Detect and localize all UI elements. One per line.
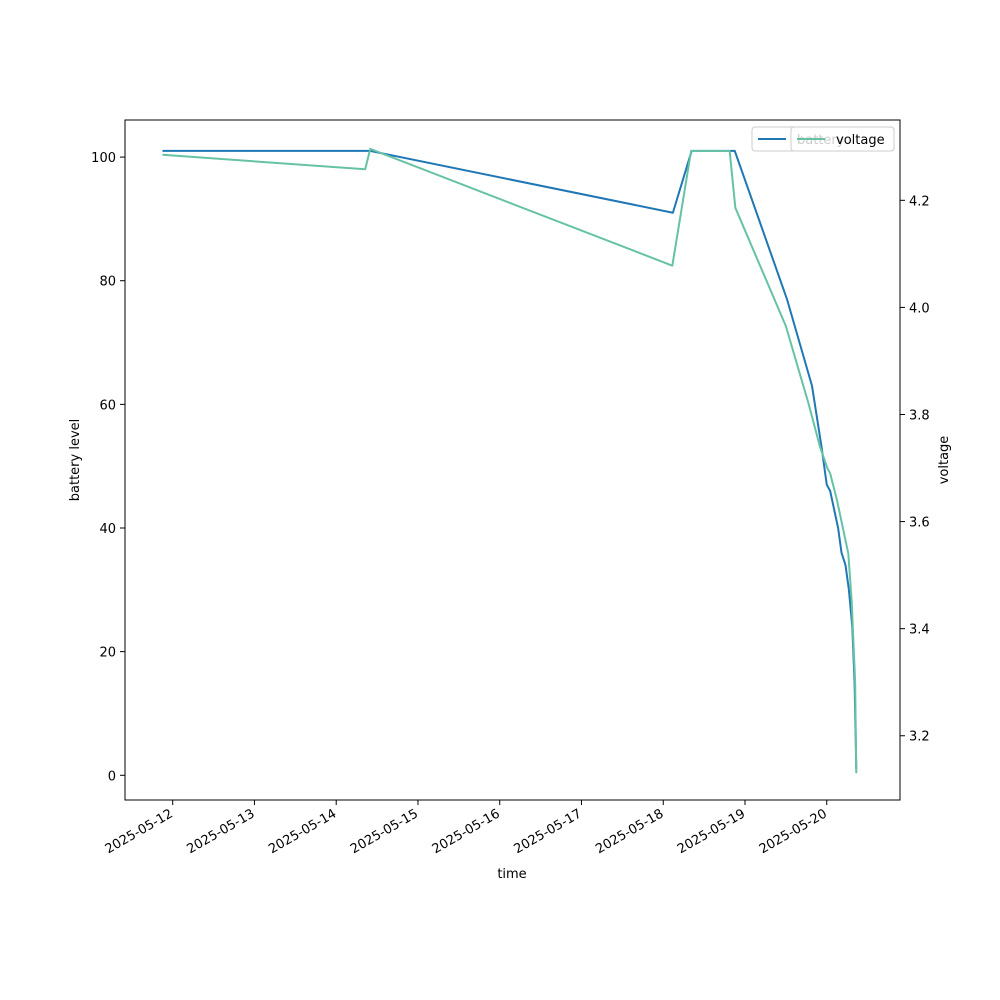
- legend-voltage: voltage: [790, 126, 895, 152]
- y-axis-right: 3.2 3.4 3.6 3.8 4.0 4.2: [900, 194, 930, 745]
- y2-axis-label: voltage: [937, 436, 952, 485]
- y2-tick-label: 3.4: [909, 623, 930, 638]
- x-axis-label: time: [497, 867, 526, 882]
- y-tick-label: 40: [99, 522, 116, 537]
- plot-frame: [124, 119, 901, 801]
- series-line-voltage: [162, 147, 858, 774]
- y-tick-label: 60: [99, 398, 116, 413]
- y2-tick-label: 4.0: [909, 301, 930, 316]
- y-axis-label: battery level: [68, 419, 83, 502]
- y-axis-left: 0 20 40 60 80 100: [91, 151, 125, 784]
- legend-voltage-label: voltage: [836, 133, 885, 148]
- series-line-battery: [162, 149, 858, 770]
- y2-tick-label: 4.2: [909, 194, 930, 209]
- series-layer: [162, 147, 858, 774]
- y-tick-label: 20: [99, 646, 116, 661]
- y2-tick-label: 3.2: [909, 730, 930, 745]
- legend-voltage-box: [790, 126, 895, 152]
- y2-tick-label: 3.8: [909, 408, 930, 423]
- y-tick-label: 80: [99, 275, 116, 290]
- y-tick-label: 0: [108, 769, 116, 784]
- y2-tick-label: 3.6: [909, 516, 930, 531]
- y-tick-label: 100: [91, 151, 116, 166]
